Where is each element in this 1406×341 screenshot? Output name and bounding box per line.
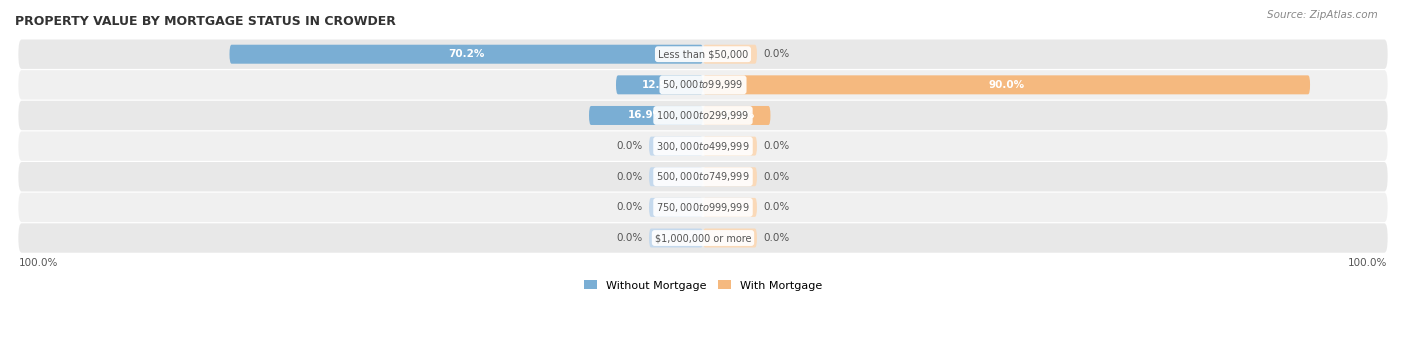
Text: 0.0%: 0.0% xyxy=(616,172,643,182)
Text: 0.0%: 0.0% xyxy=(616,202,643,212)
Legend: Without Mortgage, With Mortgage: Without Mortgage, With Mortgage xyxy=(579,276,827,295)
FancyBboxPatch shape xyxy=(650,137,703,155)
Text: PROPERTY VALUE BY MORTGAGE STATUS IN CROWDER: PROPERTY VALUE BY MORTGAGE STATUS IN CRO… xyxy=(15,15,396,28)
FancyBboxPatch shape xyxy=(703,167,756,186)
Text: $500,000 to $749,999: $500,000 to $749,999 xyxy=(657,170,749,183)
Text: 100.0%: 100.0% xyxy=(18,258,58,268)
FancyBboxPatch shape xyxy=(18,223,1388,253)
FancyBboxPatch shape xyxy=(703,106,770,125)
Text: 70.2%: 70.2% xyxy=(449,49,485,59)
FancyBboxPatch shape xyxy=(18,70,1388,100)
Text: $300,000 to $499,999: $300,000 to $499,999 xyxy=(657,139,749,153)
Text: $750,000 to $999,999: $750,000 to $999,999 xyxy=(657,201,749,214)
FancyBboxPatch shape xyxy=(18,101,1388,130)
FancyBboxPatch shape xyxy=(703,137,756,155)
FancyBboxPatch shape xyxy=(703,198,756,217)
Text: 10.0%: 10.0% xyxy=(718,110,755,120)
FancyBboxPatch shape xyxy=(589,106,703,125)
Text: $100,000 to $299,999: $100,000 to $299,999 xyxy=(657,109,749,122)
FancyBboxPatch shape xyxy=(616,75,703,94)
Text: $1,000,000 or more: $1,000,000 or more xyxy=(655,233,751,243)
Text: 0.0%: 0.0% xyxy=(763,49,790,59)
Text: 12.9%: 12.9% xyxy=(641,80,678,90)
Text: 0.0%: 0.0% xyxy=(763,202,790,212)
FancyBboxPatch shape xyxy=(703,228,756,248)
FancyBboxPatch shape xyxy=(18,40,1388,69)
FancyBboxPatch shape xyxy=(650,228,703,248)
FancyBboxPatch shape xyxy=(229,45,703,64)
Text: $50,000 to $99,999: $50,000 to $99,999 xyxy=(662,78,744,91)
Text: 0.0%: 0.0% xyxy=(616,233,643,243)
FancyBboxPatch shape xyxy=(650,167,703,186)
FancyBboxPatch shape xyxy=(703,75,1310,94)
FancyBboxPatch shape xyxy=(18,131,1388,161)
Text: 100.0%: 100.0% xyxy=(1348,258,1388,268)
Text: 0.0%: 0.0% xyxy=(763,233,790,243)
Text: Source: ZipAtlas.com: Source: ZipAtlas.com xyxy=(1267,10,1378,20)
Text: Less than $50,000: Less than $50,000 xyxy=(658,49,748,59)
Text: 0.0%: 0.0% xyxy=(763,141,790,151)
FancyBboxPatch shape xyxy=(18,162,1388,191)
Text: 90.0%: 90.0% xyxy=(988,80,1025,90)
FancyBboxPatch shape xyxy=(18,193,1388,222)
Text: 0.0%: 0.0% xyxy=(763,172,790,182)
Text: 0.0%: 0.0% xyxy=(616,141,643,151)
FancyBboxPatch shape xyxy=(650,198,703,217)
Text: 16.9%: 16.9% xyxy=(628,110,664,120)
FancyBboxPatch shape xyxy=(703,45,756,64)
